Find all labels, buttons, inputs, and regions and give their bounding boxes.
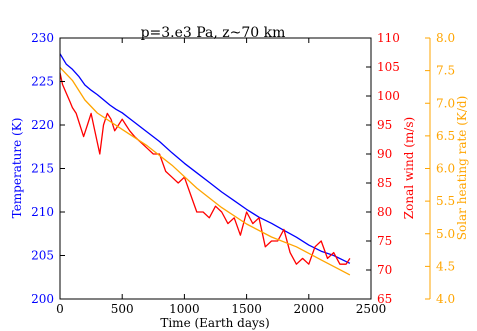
temperature-tick-label: 210 (31, 205, 54, 219)
x-tick-label: 1500 (231, 302, 262, 316)
solar-heating-tick-label: 5.5 (436, 194, 455, 208)
temperature-axis-label: Temperature (K) (10, 118, 24, 219)
temperature-axis: 200 205 210 215 220 225 230 (31, 31, 65, 306)
zonal-wind-series-line (59, 72, 351, 265)
temperature-tick-label: 205 (31, 249, 54, 263)
x-tick-label: 0 (56, 302, 64, 316)
temperature-tick-label: 230 (31, 31, 54, 45)
zonal-wind-tick-label: 110 (377, 31, 400, 45)
zonal-wind-tick-label: 65 (377, 292, 392, 306)
solar-heating-tick-label: 4.0 (436, 292, 455, 306)
zonal-wind-tick-label: 80 (377, 205, 392, 219)
solar-heating-tick-label: 7.5 (436, 64, 455, 78)
solar-heating-series-line (59, 66, 351, 276)
solar-heating-tick-label: 8.0 (436, 31, 455, 45)
zonal-wind-axis: 65 70 75 80 85 90 95 100 105 110 (366, 31, 400, 306)
temperature-tick-label: 215 (31, 162, 54, 176)
temperature-tick-label: 200 (31, 292, 54, 306)
zonal-wind-tick-label: 100 (377, 89, 400, 103)
x-axis-label: Time (Earth days) (160, 316, 269, 330)
solar-heating-axis: 4.0 4.5 5.0 5.5 6.0 6.5 7.0 7.5 8.0 (425, 31, 455, 306)
x-tick-label: 2500 (356, 302, 387, 316)
solar-heating-tick-label: 6.5 (436, 129, 455, 143)
temperature-tick-label: 220 (31, 118, 54, 132)
plot-lines (59, 53, 351, 276)
zonal-wind-axis-label: Zonal wind (m/s) (402, 117, 416, 219)
zonal-wind-tick-label: 75 (377, 234, 392, 248)
solar-heating-tick-label: 6.0 (436, 162, 455, 176)
x-tick-label: 2000 (294, 302, 325, 316)
solar-heating-tick-label: 4.5 (436, 259, 455, 273)
x-tick-label: 1000 (169, 302, 200, 316)
zonal-wind-tick-label: 90 (377, 147, 392, 161)
x-axis: 0 500 1000 1500 2000 2500 (56, 38, 386, 316)
solar-heating-axis-label: Solar heating rate (K/d) (455, 96, 469, 241)
solar-heating-tick-label: 5.0 (436, 227, 455, 241)
solar-heating-tick-label: 7.0 (436, 96, 455, 110)
x-tick-label: 500 (111, 302, 134, 316)
temperature-tick-label: 225 (31, 75, 54, 89)
zonal-wind-tick-label: 95 (377, 118, 392, 132)
zonal-wind-tick-label: 105 (377, 60, 400, 74)
zonal-wind-tick-label: 70 (377, 263, 392, 277)
chart-title: p=3.e3 Pa, z~70 km (141, 25, 286, 41)
plot-frame (59, 37, 372, 300)
zonal-wind-tick-label: 85 (377, 176, 392, 190)
temperature-series-line (59, 53, 351, 264)
